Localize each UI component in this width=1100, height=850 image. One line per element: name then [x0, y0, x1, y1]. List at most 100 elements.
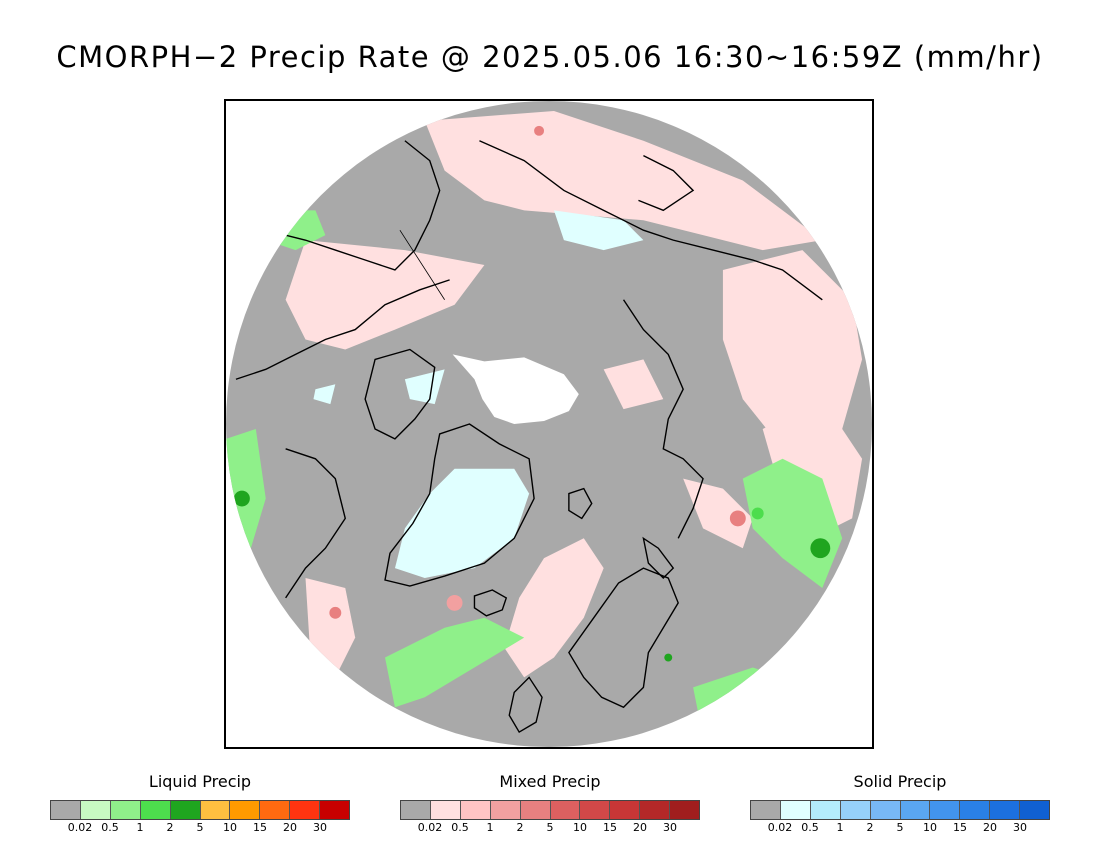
- polar-map: [226, 101, 872, 747]
- legend-tick-label: 10: [923, 821, 937, 834]
- iceland-coast: [473, 589, 508, 617]
- mixed-precip-area: [285, 240, 485, 350]
- legend-swatch: [580, 801, 611, 819]
- legend-tick-label: 1: [486, 821, 494, 834]
- solid-precip-area: [553, 210, 644, 251]
- legend-swatch: [260, 801, 291, 819]
- mixed-precip-cell: [329, 606, 342, 619]
- legend-title: Mixed Precip: [499, 772, 601, 791]
- mixed-precip-cell: [534, 125, 545, 136]
- mixed-precip-cell: [446, 594, 463, 611]
- legend-tick-label: 2: [166, 821, 174, 834]
- legend-tick-label: 5: [196, 821, 204, 834]
- legend-tick-label: 10: [573, 821, 587, 834]
- legend-swatch: [520, 801, 551, 819]
- legend-solid: Solid Precip 0.02 0.5 1 2 5 10 15 20 30: [750, 772, 1050, 835]
- legend-ticks: 0.02 0.5 1 2 5 10 15 20 30: [50, 821, 350, 835]
- legend-mixed: Mixed Precip 0.02 0.5 1 2 5 10 15 20 30: [400, 772, 700, 835]
- legend-swatch: [80, 801, 111, 819]
- legend-swatch: [1020, 801, 1050, 819]
- legend-title: Liquid Precip: [148, 772, 252, 791]
- legend-swatch: [490, 801, 521, 819]
- legend-tick-label: 2: [866, 821, 874, 834]
- liquid-precip-cell: [810, 538, 831, 559]
- legend-swatch: [670, 801, 700, 819]
- solid-precip-area: [313, 384, 336, 405]
- mixed-precip-area: [683, 478, 753, 549]
- mixed-precip-area: [424, 110, 823, 251]
- coastlines: [235, 140, 823, 734]
- map-panel: [224, 99, 874, 749]
- mixed-precip-area: [603, 359, 664, 410]
- mixed-precip-area: [504, 538, 604, 678]
- legend-ticks: 0.02 0.5 1 2 5 10 15 20 30: [400, 821, 700, 835]
- legend-tick-label: 10: [223, 821, 237, 834]
- legend-swatch: [900, 801, 931, 819]
- legend-swatch: [610, 801, 641, 819]
- eurasia-coast: [622, 299, 704, 539]
- legend-swatch: [751, 801, 781, 819]
- legend-tick-label: 20: [633, 821, 647, 834]
- greenland-coast: [384, 423, 535, 587]
- legend-ticks: 0.02 0.5 1 2 5 10 15 20 30: [750, 821, 1050, 835]
- legend-title: Solid Precip: [853, 772, 947, 791]
- legend-tick-label: 30: [313, 821, 327, 834]
- legend-tick-label: 15: [953, 821, 967, 834]
- legend-tick-label: 0.5: [101, 821, 119, 834]
- canadian-archipelago-coast: [364, 348, 436, 440]
- legend-swatch: [200, 801, 231, 819]
- legend-swatch: [810, 801, 841, 819]
- legend-swatch: [170, 801, 201, 819]
- legend-swatch: [230, 801, 261, 819]
- legend-tick-label: 20: [983, 821, 997, 834]
- legend-swatch: [840, 801, 871, 819]
- legend-swatch: [320, 801, 350, 819]
- legend-tick-label: 0.02: [417, 821, 443, 834]
- no-data-area: [452, 354, 579, 424]
- legend-tick-label: 0.5: [451, 821, 469, 834]
- svalbard-coast: [568, 487, 593, 520]
- legend-tick-label: 30: [1013, 821, 1027, 834]
- precip-field: [226, 110, 863, 738]
- legend-tick-label: 0.5: [801, 821, 819, 834]
- legend-swatch: [290, 801, 321, 819]
- legend-tick-label: 2: [516, 821, 524, 834]
- legend-colorbar: [400, 800, 700, 820]
- liquid-precip-cell: [664, 653, 673, 662]
- legend-swatch: [51, 801, 81, 819]
- legend-swatch: [430, 801, 461, 819]
- north-america-coast: [235, 279, 450, 599]
- legend-swatch: [140, 801, 171, 819]
- alaska-coast: [285, 140, 441, 271]
- legend-colorbar: [750, 800, 1050, 820]
- liquid-precip-area: [385, 617, 525, 708]
- solid-precip-area: [404, 369, 445, 405]
- legend-swatch: [930, 801, 961, 819]
- legend-swatch: [990, 801, 1021, 819]
- legend-tick-label: 0.02: [67, 821, 93, 834]
- legend-tick-label: 15: [253, 821, 267, 834]
- legend-tick-label: 20: [283, 821, 297, 834]
- legend-tick-label: 1: [836, 821, 844, 834]
- british-isles-coast: [508, 676, 543, 734]
- liquid-precip-cell: [233, 490, 250, 507]
- siberia-coast: [479, 140, 823, 301]
- legend-swatch: [550, 801, 581, 819]
- legend-swatch: [960, 801, 991, 819]
- legend-tick-label: 0.02: [767, 821, 793, 834]
- legend-swatch: [640, 801, 671, 819]
- legend-tick-label: 30: [663, 821, 677, 834]
- legend-colorbar: [50, 800, 350, 820]
- liquid-precip-cell: [751, 507, 764, 520]
- legend-swatch: [870, 801, 901, 819]
- us-canada-border: [399, 229, 445, 300]
- legend-tick-label: 15: [603, 821, 617, 834]
- legend-liquid: Liquid Precip 0.02 0.5 1 2 5 10 15 20 30: [50, 772, 350, 835]
- legend-tick-label: 5: [546, 821, 554, 834]
- legend-tick-label: 5: [896, 821, 904, 834]
- mixed-precip-cell: [729, 510, 746, 527]
- legend-swatch: [401, 801, 431, 819]
- chart-title: CMORPH−2 Precip Rate @ 2025.05.06 16:30~…: [56, 40, 1044, 74]
- scandinavia-coast: [568, 567, 679, 709]
- novaya-zemlya-coast: [642, 536, 675, 580]
